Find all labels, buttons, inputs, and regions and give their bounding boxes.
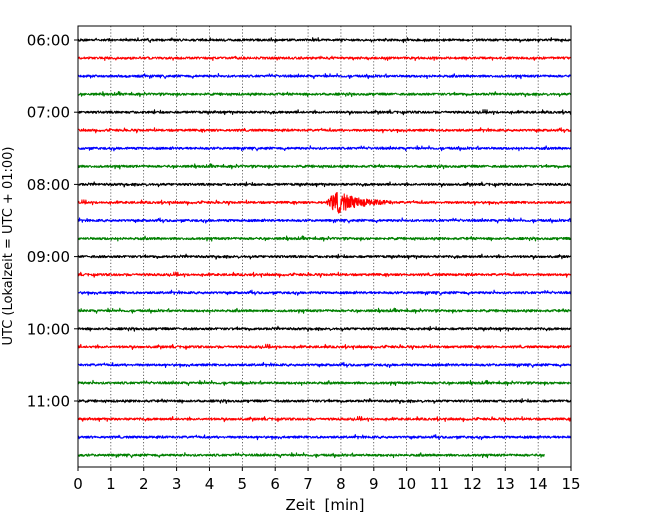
x-tick-label-8: 8 — [336, 475, 346, 493]
trace-10:45 — [77, 379, 571, 387]
trace-11:45 — [77, 452, 545, 459]
trace-11:00 — [77, 397, 572, 405]
x-tick-label-5: 5 — [238, 475, 248, 493]
trace-11:15 — [77, 415, 572, 423]
trace-09:00 — [77, 253, 572, 260]
y-axis-label: UTC (Lokalzeit = UTC + 01:00) — [1, 147, 16, 346]
trace-10:15 — [77, 343, 572, 350]
trace-06:00 — [77, 37, 572, 44]
trace-06:45 — [77, 91, 572, 98]
x-tick-label-0: 0 — [73, 475, 83, 493]
trace-08:45 — [77, 235, 571, 242]
trace-06:30 — [77, 73, 572, 80]
trace-10:00 — [77, 325, 572, 332]
x-axis-ticks: 0 1 2 3 4 5 6 7 8 9 10 11 12 13 14 15 — [73, 467, 581, 493]
trace-07:00 — [77, 109, 572, 116]
trace-10:30 — [77, 361, 572, 368]
x-tick-label-7: 7 — [303, 475, 313, 493]
y-tick-label-10:00: 10:00 — [27, 320, 70, 338]
trace-08:15 — [77, 191, 572, 214]
trace-08:30 — [77, 217, 572, 224]
seismogram-traces — [77, 37, 572, 459]
x-tick-label-11: 11 — [430, 475, 449, 493]
trace-07:45 — [77, 163, 572, 170]
trace-08:00 — [77, 181, 572, 188]
x-tick-label-1: 1 — [106, 475, 116, 493]
x-tick-label-9: 9 — [369, 475, 379, 493]
trace-11:30 — [77, 434, 572, 441]
x-tick-label-14: 14 — [529, 475, 548, 493]
x-tick-label-15: 15 — [561, 475, 580, 493]
trace-09:30 — [77, 289, 571, 296]
x-axis-label: Zeit [min] — [285, 496, 364, 514]
x-tick-label-3: 3 — [172, 475, 182, 493]
y-tick-label-09:00: 09:00 — [27, 248, 70, 266]
trace-09:45 — [77, 307, 572, 314]
trace-09:15 — [77, 271, 572, 278]
x-tick-label-2: 2 — [139, 475, 149, 493]
y-tick-label-08:00: 08:00 — [27, 176, 70, 194]
x-tick-label-6: 6 — [270, 475, 280, 493]
y-tick-label-07:00: 07:00 — [27, 104, 70, 122]
y-tick-label-06:00: 06:00 — [27, 32, 70, 50]
x-tick-label-10: 10 — [397, 475, 416, 493]
x-tick-label-13: 13 — [496, 475, 515, 493]
x-tick-label-12: 12 — [463, 475, 482, 493]
y-axis-ticks: 06:00 07:00 08:00 09:00 10:00 11:00 — [27, 32, 78, 411]
trace-06:15 — [77, 55, 572, 62]
y-tick-label-11:00: 11:00 — [27, 393, 70, 411]
trace-07:30 — [77, 145, 571, 152]
trace-07:15 — [77, 127, 572, 134]
plot-frame — [77, 25, 572, 468]
x-tick-label-4: 4 — [205, 475, 215, 493]
